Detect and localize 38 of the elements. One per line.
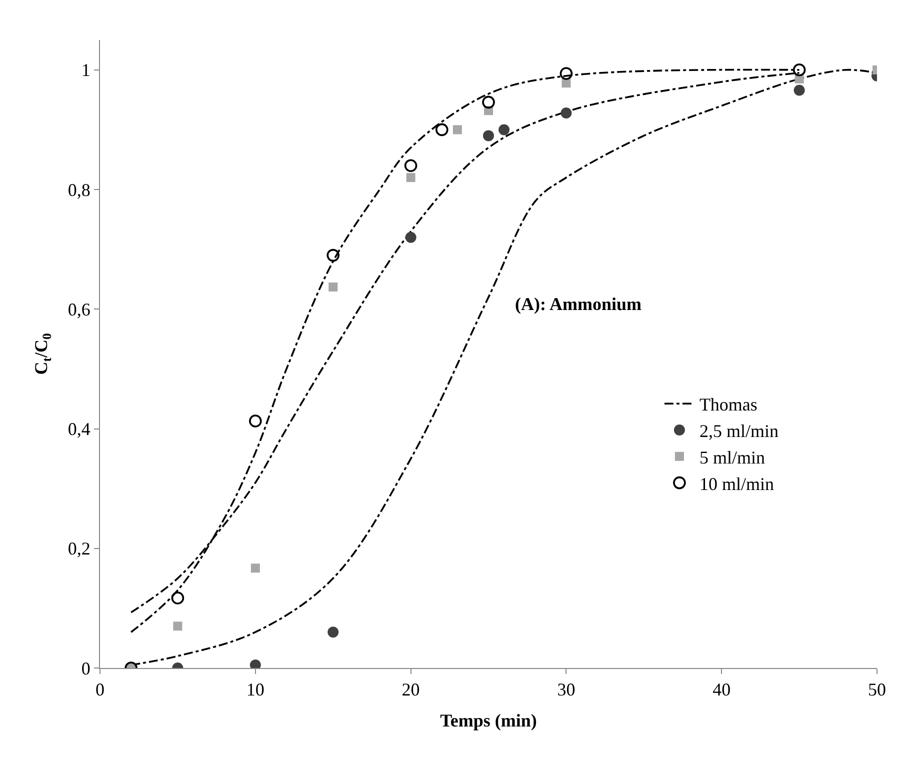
point (249, 414, 262, 428)
point (405, 232, 416, 243)
y-tick-label: 0,8 (68, 180, 90, 200)
point (560, 67, 573, 80)
y-tick-label: 1 (81, 60, 90, 80)
y-tick-label: 0 (81, 658, 90, 678)
legend-label: 5 ml/min (699, 447, 765, 468)
x-axis-title: Temps (min) (440, 710, 537, 731)
x-tick-label: 10 (246, 680, 264, 700)
point (435, 123, 448, 136)
x-tick-label: 0 (96, 680, 104, 700)
point (498, 124, 510, 136)
legend-label: Thomas (699, 394, 758, 415)
point (406, 173, 416, 182)
point (794, 84, 805, 96)
x-tick-label: 50 (868, 680, 886, 700)
point (560, 107, 572, 118)
point (328, 282, 338, 292)
y-tick-label: 0,4 (68, 419, 90, 440)
legend-label: 2,5 ml/min (699, 421, 778, 442)
legend-label: 10 ml/min (699, 474, 774, 494)
point (482, 96, 495, 109)
point (326, 248, 340, 262)
y-tick-label: 0,2 (68, 538, 90, 559)
point (171, 592, 184, 604)
x-tick-label: 30 (557, 680, 576, 700)
point (250, 564, 260, 573)
point (173, 622, 182, 631)
point (328, 626, 339, 638)
point (562, 78, 571, 88)
point (483, 130, 494, 142)
x-tick-label: 40 (712, 680, 731, 700)
annotation: (A): Ammonium (515, 294, 642, 314)
point (452, 125, 462, 134)
point (404, 159, 418, 172)
point (792, 64, 806, 76)
x-tick-label: 20 (402, 680, 420, 700)
y-tick-label: 0,6 (68, 299, 90, 320)
